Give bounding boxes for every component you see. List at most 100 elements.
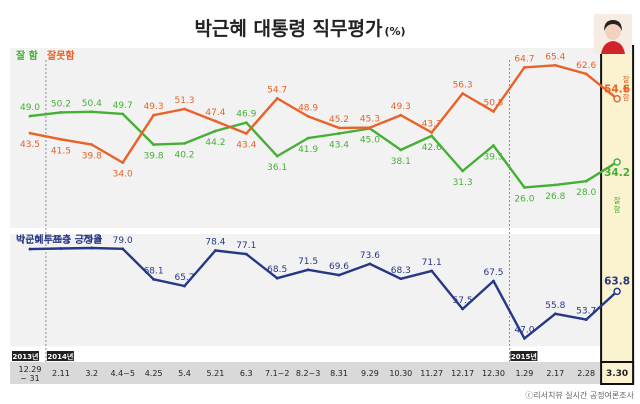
bad-series-data-label: 54.6	[604, 84, 630, 96]
good-series-point	[492, 144, 495, 147]
good-series-point	[306, 136, 310, 140]
bad-series-data-label: 39.8	[82, 152, 102, 162]
chart-title: 박근혜 대통령 직무평가 (%)	[194, 18, 405, 40]
good-series-point	[553, 183, 557, 187]
bad-series-point	[59, 137, 63, 141]
bad-series-data-label: 56.3	[453, 80, 473, 90]
good-series-point	[152, 143, 156, 147]
background-layer	[10, 45, 635, 385]
supporter-series-data-label: 55.8	[545, 301, 565, 311]
lower-plot-panel	[10, 234, 630, 346]
supporter-series-point	[461, 307, 464, 311]
year-badge-label: 2014년	[47, 352, 73, 361]
supporter-series-data-label: 68.1	[144, 266, 164, 276]
supporter-series-point	[337, 273, 341, 277]
bad-series-point	[461, 92, 464, 95]
bad-series-point	[613, 94, 621, 103]
bad-series-data-label: 47.4	[205, 108, 225, 118]
x-tick-label: 12.29	[19, 365, 42, 374]
x-tick-label: ~ 31	[20, 374, 39, 383]
year-badge-label: 2013년	[13, 352, 39, 361]
series-layer	[28, 63, 621, 340]
x-tick-label: 2.28	[577, 369, 595, 378]
bad-series-line	[29, 64, 618, 164]
supporter-series-data-label: 47.0	[514, 325, 534, 335]
x-tick-label: 3.30	[606, 369, 628, 379]
good-series-data-label: 39.8	[144, 152, 164, 162]
good-series-data-label: 50.4	[82, 99, 102, 109]
year-badge	[12, 351, 39, 361]
good-series-point	[523, 186, 526, 189]
good-series-data-label: 38.1	[391, 157, 411, 167]
bad-series-data-label: 43.4	[236, 140, 256, 150]
x-tick-label: 11.27	[420, 369, 443, 378]
bad-series-data-label: 65.4	[545, 52, 565, 62]
supporter-series-point	[306, 268, 310, 272]
x-tick-label: 9.29	[361, 369, 379, 378]
bad-series-data-label: 50.5	[483, 98, 503, 108]
good-series-point	[275, 154, 279, 158]
x-axis-highlight	[600, 361, 635, 385]
supporter-series-data-label: 71.5	[298, 257, 318, 267]
bad-end-label: 잘	[623, 75, 630, 84]
x-tick-label: 8.2~3	[296, 369, 321, 378]
x-tick-label: 5.4	[178, 369, 191, 378]
good-series-point	[28, 114, 32, 118]
supporter-series-data-label: 79.1	[51, 236, 71, 246]
good-series-point	[461, 169, 464, 173]
good-series-point	[59, 110, 63, 114]
supporter-series-data-label: 69.6	[329, 262, 349, 272]
supporter-series-data-label: 78.4	[205, 237, 225, 247]
x-tick-label: 10.30	[389, 369, 412, 378]
supporter-series-data-label: 78.9	[20, 236, 40, 246]
legend-bad: 잘못함	[47, 49, 75, 62]
supporter-series-point	[152, 277, 156, 281]
bad-series-point	[244, 132, 248, 135]
bad-series-data-label: 64.7	[514, 54, 534, 64]
good-end-label: 함	[614, 205, 621, 214]
bad-series-point	[553, 63, 557, 67]
good-series-data-label: 43.4	[329, 140, 349, 150]
x-tick-label: 1.29	[515, 369, 533, 378]
source-note: ⓒ리서치뷰 실시간 공정여론조사	[525, 390, 634, 400]
supporter-series-point	[28, 247, 32, 251]
good-series-point	[430, 134, 434, 138]
label-layer: 박근혜 대통령 직무평가 (%) 잘 함 잘못함 박근혜투표층 긍정율 ⓒ리서치뷰…	[13, 18, 635, 400]
supporter-series-data-label: 77.1	[236, 241, 256, 251]
x-tick-label: 8.31	[330, 369, 348, 378]
chart-title-text: 박근혜 대통령 직무평가	[194, 18, 383, 40]
x-axis-bar	[10, 362, 630, 384]
good-series-data-label: 28.0	[576, 188, 596, 198]
bad-series-data-label: 51.3	[174, 96, 194, 106]
bad-end-label: 못	[623, 84, 630, 93]
supporter-series-data-label: 67.5	[483, 268, 503, 278]
good-series-data-label: 44.2	[205, 138, 225, 148]
bad-series-point	[121, 161, 125, 165]
x-tick-label: 4.4~5	[110, 369, 135, 378]
president-avatar	[594, 14, 632, 54]
supporter-series-data-label: 65.7	[174, 273, 194, 283]
supporter-series-point	[368, 262, 372, 266]
good-series-point	[121, 112, 125, 116]
supporter-series-point	[275, 276, 279, 280]
good-series-data-label: 45.0	[360, 136, 380, 146]
upper-plot-panel	[10, 48, 630, 228]
bad-series-point	[152, 113, 156, 117]
bad-series-point	[183, 107, 186, 111]
supporter-series-data-label: 63.8	[604, 275, 630, 287]
x-tick-label: 2.11	[52, 369, 70, 378]
good-series-point	[183, 141, 186, 145]
x-tick-label: 5.21	[206, 369, 224, 378]
supporter-series-point	[553, 312, 557, 316]
good-series-point	[613, 158, 621, 166]
supporter-series-data-label: 79.3	[82, 235, 102, 245]
year-badge	[46, 351, 74, 361]
bad-series-point	[275, 97, 279, 100]
bad-series-point	[214, 119, 217, 123]
x-tick-label: 4.25	[145, 369, 163, 378]
good-series-data-label: 46.9	[236, 110, 256, 120]
supporter-series-data-label: 71.1	[422, 258, 442, 268]
bad-series-data-label: 62.6	[576, 61, 596, 71]
bad-series-data-label: 49.3	[391, 102, 411, 112]
